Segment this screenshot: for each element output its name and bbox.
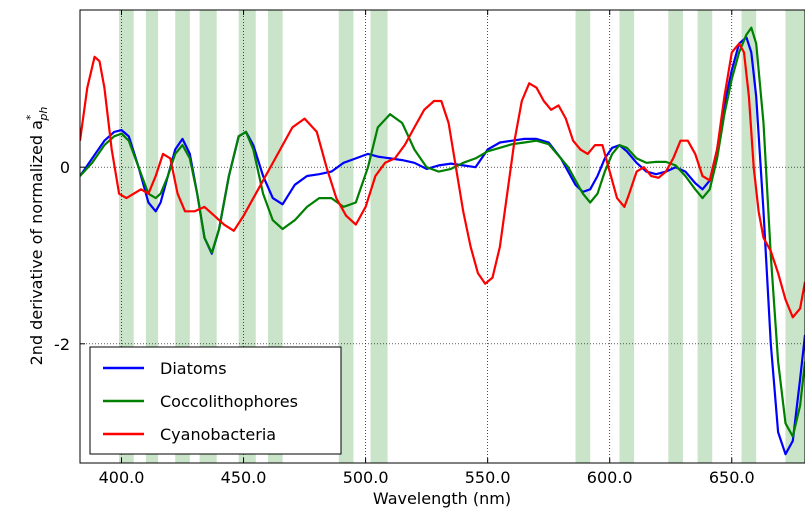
shaded-band-12 <box>741 10 757 463</box>
series-lines <box>80 26 805 456</box>
shaded-bands <box>119 10 805 463</box>
x-tick-label-5: 650.0 <box>709 468 755 487</box>
y-axis-label-main: 2nd derivative of normalized a <box>27 120 46 365</box>
x-tick-label-1: 450.0 <box>221 468 267 487</box>
shaded-band-13 <box>785 10 805 463</box>
y-axis-label: 2nd derivative of normalized a*ph <box>24 107 50 366</box>
shaded-band-11 <box>697 10 713 463</box>
x-axis-label: Wavelength (nm) <box>373 489 511 508</box>
plot-frame <box>79 9 805 464</box>
x-tick-label-3: 550.0 <box>465 468 511 487</box>
x-tick-label-2: 500.0 <box>343 468 389 487</box>
shaded-band-10 <box>668 10 683 463</box>
legend: Diatoms Coccolithophores Cyanobacteria <box>89 346 342 455</box>
axis-ticks: 400.0 450.0 500.0 550.0 600.0 650.0 -2 0 <box>54 10 755 487</box>
series-line-coccolithophores <box>80 26 805 438</box>
y-tick-label-0: -2 <box>54 335 70 354</box>
shaded-band-7 <box>370 10 388 463</box>
y-axis-label-group: 2nd derivative of normalized a*ph <box>24 107 50 366</box>
legend-label-diatoms: Diatoms <box>160 359 227 378</box>
legend-label-coccolithophores: Coccolithophores <box>160 392 298 411</box>
y-tick-label-1: 0 <box>60 158 70 177</box>
y-axis-label-sub: ph <box>37 107 50 122</box>
x-tick-label-0: 400.0 <box>99 468 145 487</box>
shaded-band-6 <box>338 10 354 463</box>
shaded-band-8 <box>575 10 591 463</box>
legend-label-cyanobacteria: Cyanobacteria <box>160 425 276 444</box>
series-line-cyanobacteria <box>80 42 805 319</box>
y-axis-label-sup: * <box>24 114 37 120</box>
x-tick-label-4: 600.0 <box>587 468 633 487</box>
shaded-band-9 <box>619 10 635 463</box>
grid-lines <box>80 10 805 463</box>
